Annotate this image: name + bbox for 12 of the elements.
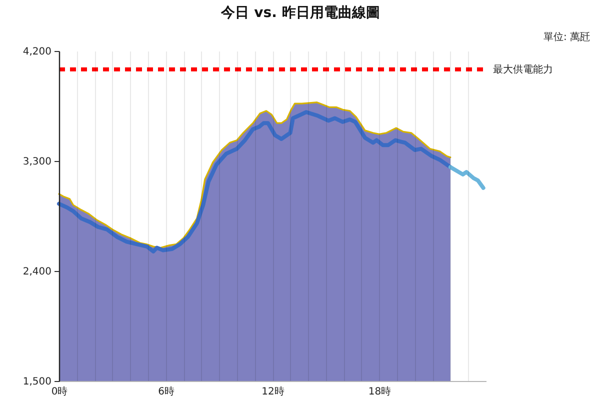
y-tick-label: 1,500 (22, 376, 52, 388)
x-tick-label: 18時 (368, 386, 392, 398)
y-tick-label: 3,300 (22, 156, 52, 168)
ref-line-label: 最大供電能力 (493, 63, 553, 76)
text: 單位: 萬瓩 (543, 31, 590, 43)
line-series (448, 165, 486, 190)
x-tick-label: 6時 (158, 386, 174, 398)
y-tick-label: 2,400 (22, 266, 52, 278)
x-tick-label: 12時 (262, 386, 284, 398)
x-tick-label: 0時 (51, 386, 68, 398)
chart-title: 今日 vs. 昨日用電曲線圖 (220, 5, 380, 21)
y-tick-label: 4,200 (22, 46, 52, 58)
